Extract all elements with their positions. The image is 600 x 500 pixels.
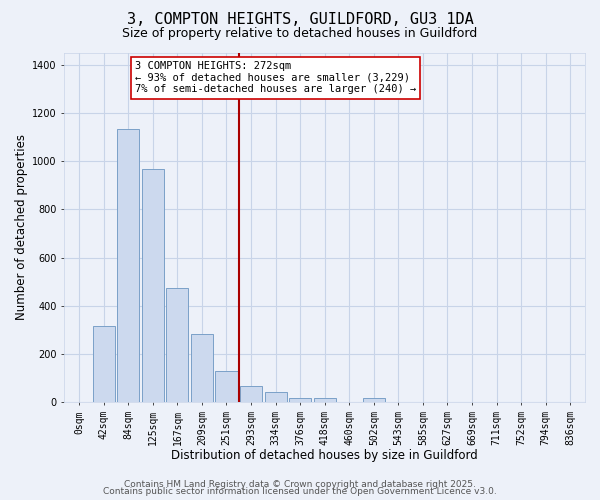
Bar <box>142 169 164 402</box>
Text: Size of property relative to detached houses in Guildford: Size of property relative to detached ho… <box>122 28 478 40</box>
Bar <box>289 398 311 402</box>
Text: Contains public sector information licensed under the Open Government Licence v3: Contains public sector information licen… <box>103 488 497 496</box>
Bar <box>92 326 115 402</box>
Text: 3 COMPTON HEIGHTS: 272sqm
← 93% of detached houses are smaller (3,229)
7% of sem: 3 COMPTON HEIGHTS: 272sqm ← 93% of detac… <box>135 61 416 94</box>
Bar <box>166 288 188 403</box>
Text: 3, COMPTON HEIGHTS, GUILDFORD, GU3 1DA: 3, COMPTON HEIGHTS, GUILDFORD, GU3 1DA <box>127 12 473 28</box>
Y-axis label: Number of detached properties: Number of detached properties <box>15 134 28 320</box>
Bar <box>265 392 287 402</box>
Bar <box>191 334 213 402</box>
Bar <box>314 398 336 402</box>
Bar <box>240 386 262 402</box>
Bar <box>363 398 385 402</box>
X-axis label: Distribution of detached houses by size in Guildford: Distribution of detached houses by size … <box>172 450 478 462</box>
Bar <box>117 128 139 402</box>
Bar <box>215 371 238 402</box>
Text: Contains HM Land Registry data © Crown copyright and database right 2025.: Contains HM Land Registry data © Crown c… <box>124 480 476 489</box>
